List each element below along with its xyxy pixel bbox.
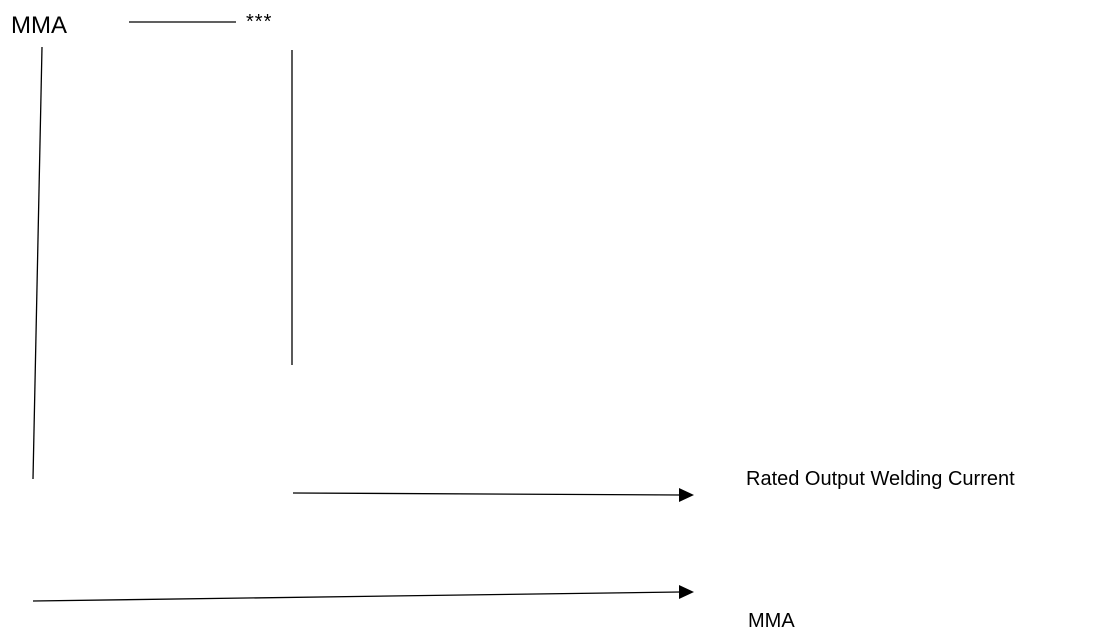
rated-current-label: Rated Output Welding Current: [746, 468, 1015, 490]
suffix-placeholder-label: ***: [246, 11, 273, 33]
arrow-line-rated: [292, 492, 681, 496]
model-code-label: MMA: [11, 12, 67, 39]
leader-line-model: [32, 46, 43, 480]
arrowhead-process-icon: [679, 585, 694, 599]
arrowhead-rated-icon: [679, 488, 694, 502]
process-label: MMA: [748, 610, 795, 632]
arrow-line-process: [32, 591, 681, 602]
